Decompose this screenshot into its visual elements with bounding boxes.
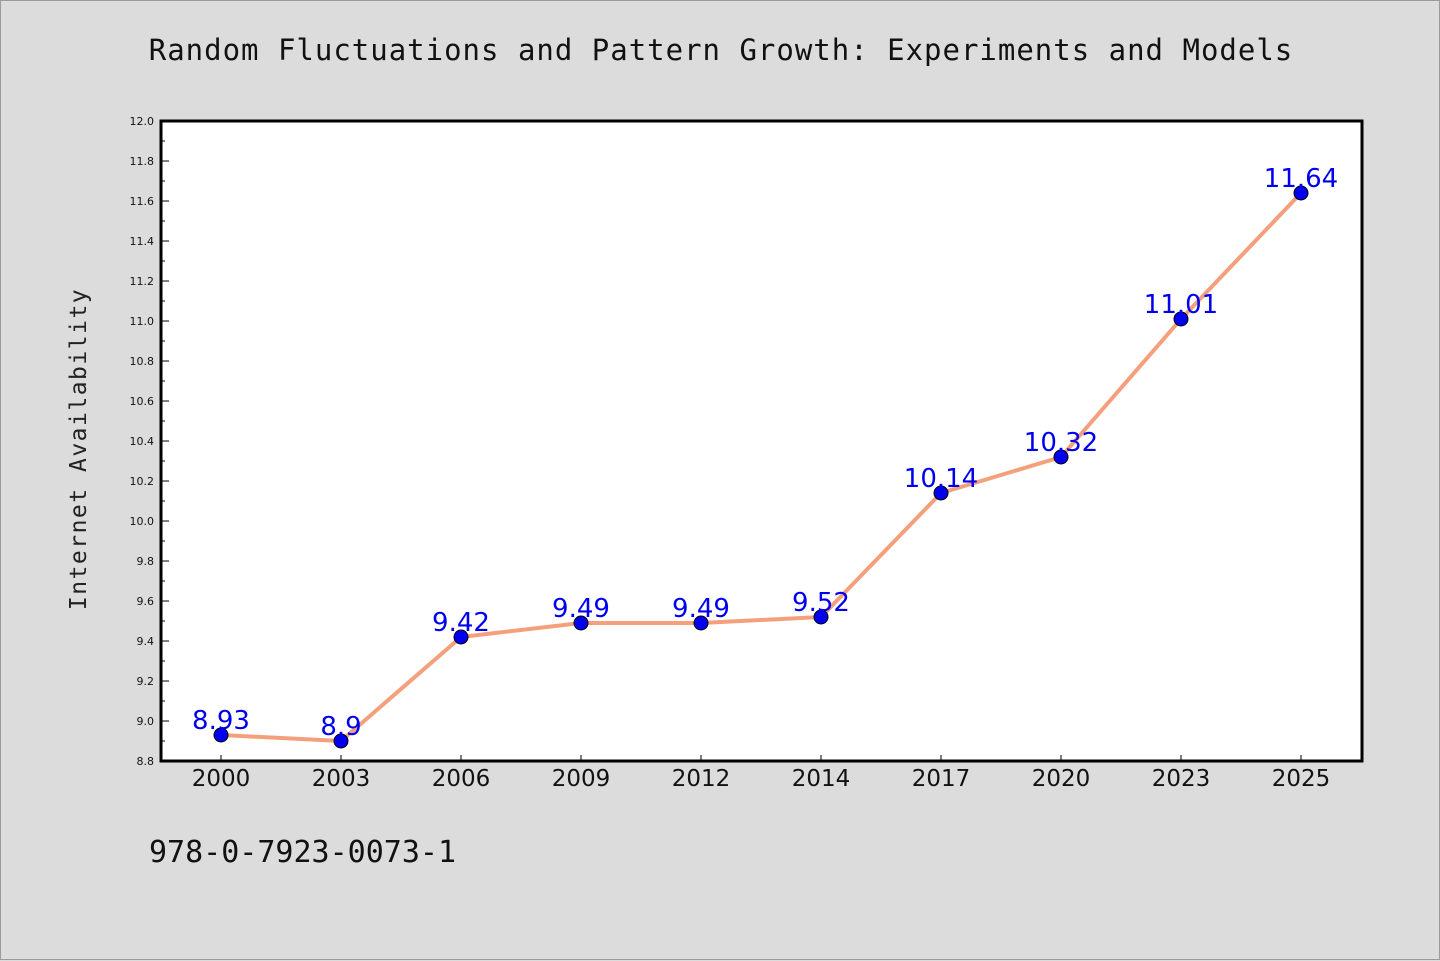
y-tick-label: 9.6 (137, 595, 155, 608)
y-tick-label: 10.0 (130, 515, 155, 528)
data-labels: 8.93 8.9 9.42 9.49 9.49 9.52 10.14 10.32 11.01 11… (192, 164, 1338, 742)
data-label: 9.42 (432, 608, 490, 638)
y-tick-label: 9.2 (137, 675, 155, 688)
y-tick-label: 10.2 (130, 475, 155, 488)
data-label: 8.9 (320, 712, 361, 742)
data-label: 11.64 (1264, 164, 1338, 194)
y-axis-label: Internet Availability (66, 287, 92, 611)
y-tick-label: 9.8 (137, 555, 155, 568)
x-tick-label: 2023 (1152, 766, 1211, 792)
x-tick-label: 2009 (552, 766, 611, 792)
data-point (333, 733, 349, 749)
x-axis: 2000 2003 2006 2009 2012 2014 2017 2020 2023 2025 (192, 755, 1331, 792)
x-tick-label: 2003 (312, 766, 371, 792)
series-markers (213, 185, 1309, 749)
data-point (933, 485, 949, 501)
data-point (453, 629, 469, 645)
y-tick-label: 11.4 (130, 235, 155, 248)
data-point (573, 615, 589, 631)
x-tick-label: 2000 (192, 766, 251, 792)
data-label: 10.32 (1024, 428, 1098, 458)
data-point (1053, 449, 1069, 465)
x-tick-label: 2025 (1272, 766, 1331, 792)
data-label: 8.93 (192, 706, 250, 736)
series-line (220, 191, 1303, 743)
data-label: 9.52 (792, 588, 850, 618)
y-tick-label: 10.8 (130, 355, 155, 368)
data-point (1293, 185, 1309, 201)
chart-title: Random Fluctuations and Pattern Growth: … (148, 33, 1294, 67)
plot-area (159, 119, 1364, 763)
data-point (813, 609, 829, 625)
data-label: 9.49 (672, 594, 730, 624)
data-point (693, 615, 709, 631)
y-tick-label: 8.8 (137, 755, 155, 768)
y-tick-label: 11.0 (130, 315, 155, 328)
x-tick-label: 2006 (432, 766, 491, 792)
y-tick-label: 10.6 (130, 395, 155, 408)
y-tick-label: 11.6 (130, 195, 155, 208)
y-axis: 8.8 9.0 9.2 9.4 9.6 9.8 10.0 10.2 10.4 10.6 10.8 11… (130, 115, 169, 768)
x-tick-label: 2014 (792, 766, 851, 792)
y-tick-label: 11.2 (130, 275, 155, 288)
data-label: 11.01 (1144, 290, 1218, 320)
data-label: 10.14 (904, 464, 978, 494)
y-tick-label: 9.0 (137, 715, 155, 728)
data-point (1173, 311, 1189, 327)
x-tick-label: 2017 (912, 766, 971, 792)
footer-code: 978-0-7923-0073-1 (149, 835, 457, 870)
y-tick-label: 9.4 (137, 635, 155, 648)
data-label: 9.49 (552, 594, 610, 624)
y-tick-label: 11.8 (130, 155, 155, 168)
y-tick-label: 12.0 (130, 115, 155, 128)
y-tick-label: 10.4 (130, 435, 155, 448)
data-point (213, 727, 229, 743)
x-tick-label: 2012 (672, 766, 731, 792)
x-tick-label: 2020 (1032, 766, 1091, 792)
